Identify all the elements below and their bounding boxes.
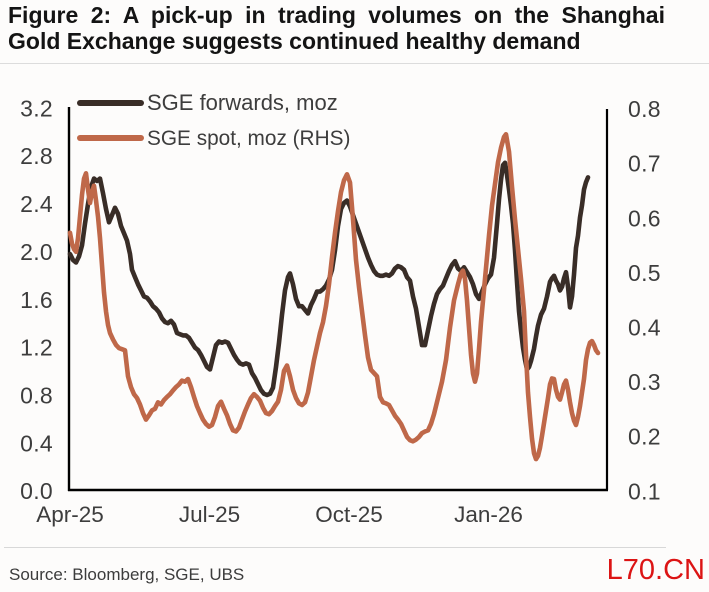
svg-text:3.2: 3.2 (20, 95, 53, 121)
svg-text:0.2: 0.2 (628, 424, 661, 450)
svg-text:SGE forwards, moz: SGE forwards, moz (147, 90, 338, 115)
svg-text:0.4: 0.4 (628, 315, 661, 341)
svg-text:0.1: 0.1 (628, 478, 661, 504)
svg-text:0.8: 0.8 (20, 382, 53, 408)
svg-text:2.0: 2.0 (20, 239, 53, 265)
svg-text:Apr-25: Apr-25 (36, 502, 104, 527)
svg-text:0.0: 0.0 (20, 478, 53, 504)
svg-text:Jan-26: Jan-26 (454, 502, 523, 527)
svg-text:Jul-25: Jul-25 (179, 502, 240, 527)
svg-text:2.8: 2.8 (20, 143, 53, 169)
svg-text:0.8: 0.8 (628, 96, 661, 122)
svg-text:0.5: 0.5 (628, 260, 661, 286)
svg-text:0.7: 0.7 (628, 151, 661, 177)
svg-text:0.3: 0.3 (628, 369, 661, 395)
svg-text:0.6: 0.6 (628, 205, 661, 231)
svg-text:SGE spot, moz (RHS): SGE spot, moz (RHS) (147, 127, 350, 150)
svg-text:2.4: 2.4 (20, 191, 53, 217)
svg-text:1.2: 1.2 (20, 335, 53, 361)
svg-text:0.4: 0.4 (20, 430, 53, 456)
svg-text:1.6: 1.6 (20, 287, 53, 313)
svg-text:Oct-25: Oct-25 (315, 502, 383, 527)
